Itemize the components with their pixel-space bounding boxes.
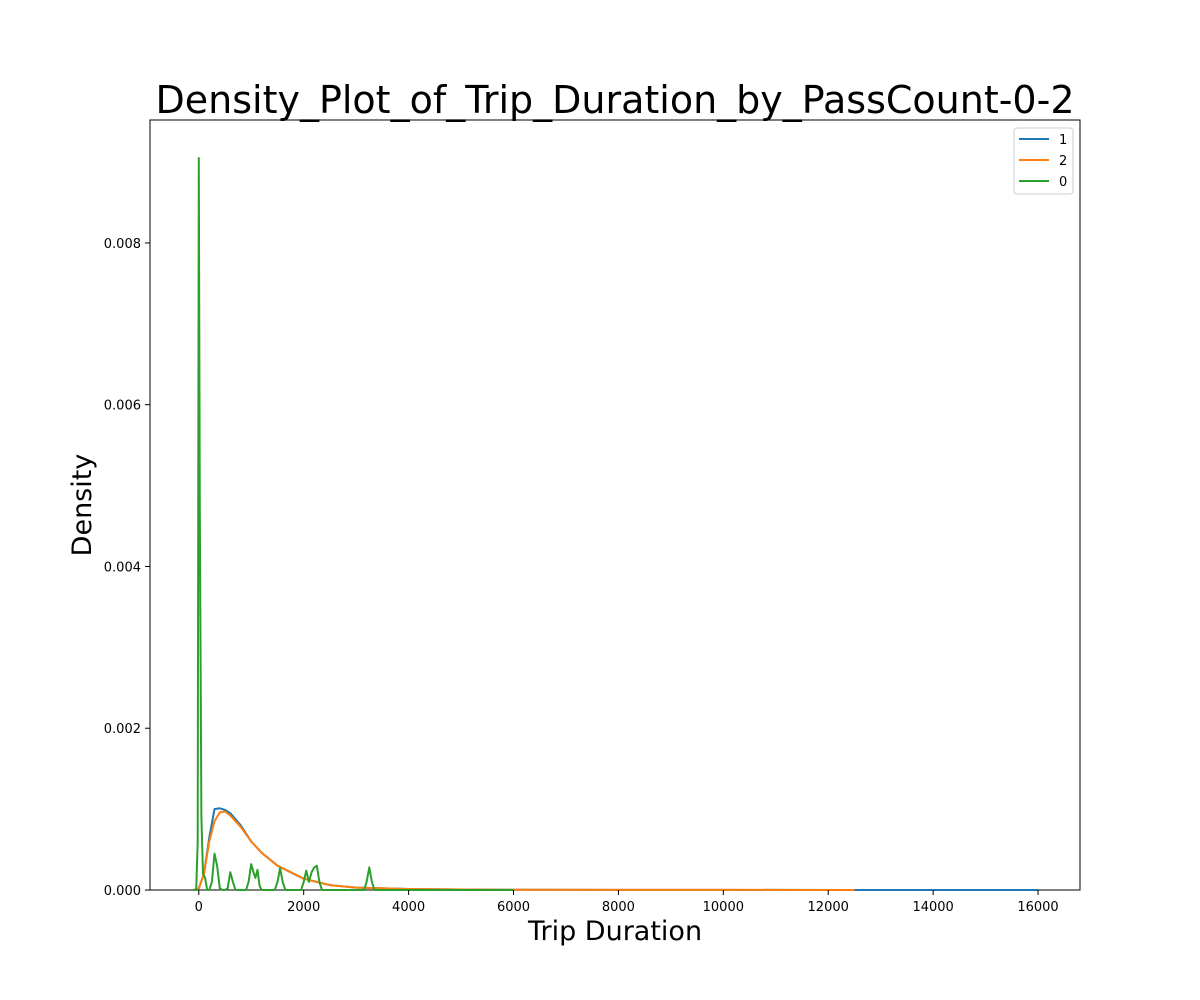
x-tick-label: 4000	[392, 900, 425, 915]
y-tick-label: 0.004	[104, 560, 141, 575]
y-axis-ticks: 0.000 0.002 0.004 0.006 0.008	[104, 237, 150, 899]
legend-label-2: 2	[1059, 154, 1067, 169]
x-axis-ticks: 0 2000 4000 6000 8000 10000 12000 14000 16000	[195, 890, 1059, 915]
x-tick-label: 16000	[1017, 900, 1058, 915]
series-line-1	[193, 807, 1038, 891]
x-tick-label: 6000	[497, 900, 530, 915]
legend-label-0: 0	[1059, 175, 1067, 190]
y-axis-label: Density	[67, 454, 98, 557]
series-line-0	[193, 157, 514, 891]
legend-label-1: 1	[1059, 133, 1067, 148]
series-lines	[193, 157, 1038, 891]
x-axis-label: Trip Duration	[527, 916, 702, 947]
x-tick-label: 0	[195, 900, 203, 915]
y-tick-label: 0.008	[104, 237, 141, 252]
x-tick-label: 12000	[808, 900, 849, 915]
x-tick-label: 2000	[287, 900, 320, 915]
plot-frame	[149, 119, 1081, 891]
y-tick-label: 0.006	[104, 399, 141, 414]
x-tick-label: 10000	[703, 900, 744, 915]
x-tick-label: 14000	[912, 900, 953, 915]
legend: 1 2 0	[1013, 127, 1074, 195]
chart-title: Density_Plot_of_Trip_Duration_by_PassCou…	[155, 78, 1074, 122]
y-tick-label: 0.000	[104, 884, 141, 899]
y-tick-label: 0.002	[104, 722, 141, 737]
series-line-2	[193, 810, 855, 891]
x-tick-label: 8000	[602, 900, 635, 915]
